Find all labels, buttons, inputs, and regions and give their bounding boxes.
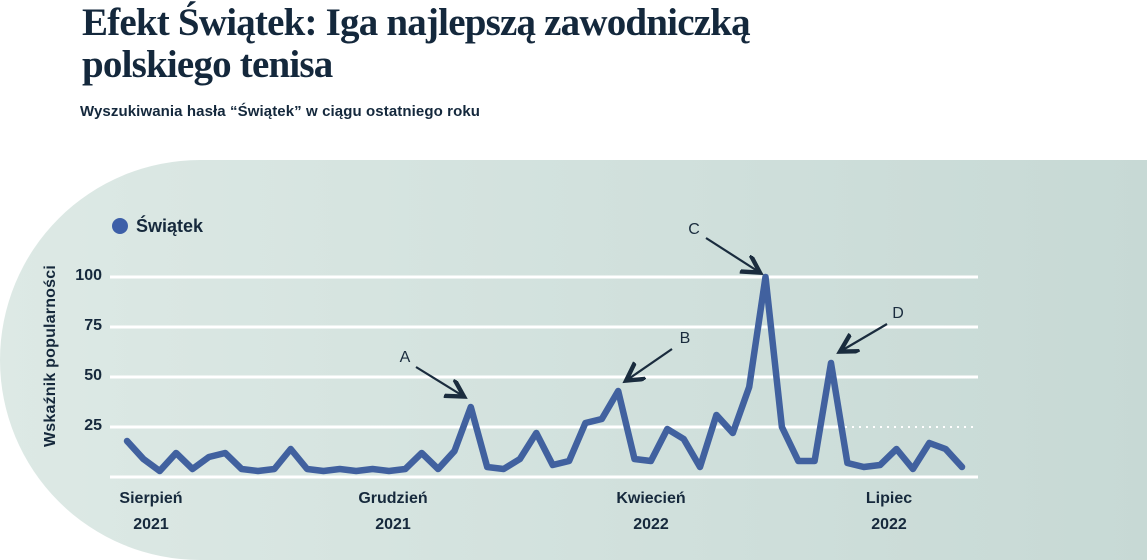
y-tick-25: 25 [84,417,102,434]
chart-svg [110,237,978,479]
page-subtitle: Wyszukiwania hasła “Świątek” w ciągu ost… [80,103,481,120]
title-line-1: Efekt Świątek: Iga najlepszą zawodniczką [82,1,751,44]
page-title: Efekt Świątek: Iga najlepszą zawodniczką… [82,1,751,86]
x-label-year: 2022 [633,516,669,533]
title-line-2: polskiego tenisa [82,43,333,86]
x-label-grudzień: Grudzień 2021 [323,487,463,537]
header: Efekt Świątek: Iga najlepszą zawodniczką… [0,0,1147,160]
x-label-sierpień: Sierpień 2021 [81,487,221,537]
x-label-month: Kwiecień [616,490,686,507]
y-tick-75: 75 [84,317,102,334]
x-label-month: Grudzień [358,490,428,507]
x-label-year: 2022 [871,516,907,533]
x-label-year: 2021 [133,516,169,533]
x-label-month: Lipiec [865,490,913,507]
x-label-kwiecień: Kwiecień 2022 [581,487,721,537]
y-tick-50: 50 [84,367,102,384]
x-label-year: 2021 [375,516,411,533]
chart-card: Świątek Wskaźnik popularności 25 50 75 100 … [0,160,1147,560]
y-tick-100: 100 [75,267,102,284]
data-line-swiatek [123,273,966,475]
annotation-letter-A: A [399,349,411,366]
legend-dot-icon [112,218,128,234]
legend: Świątek [112,214,203,238]
annotation-letter-C: C [688,221,700,238]
x-label-lipiec: Lipiec 2022 [819,487,959,537]
annotation-letter-B: B [679,330,691,347]
annotation-arrow-C [705,237,759,272]
annotation-arrow-B [627,348,673,380]
legend-label: Świątek [136,215,204,236]
x-label-month: Sierpień [119,490,183,507]
annotation-arrow-D [841,323,888,351]
annotation-letter-D: D [892,305,904,322]
annotation-arrow-A [415,366,463,396]
